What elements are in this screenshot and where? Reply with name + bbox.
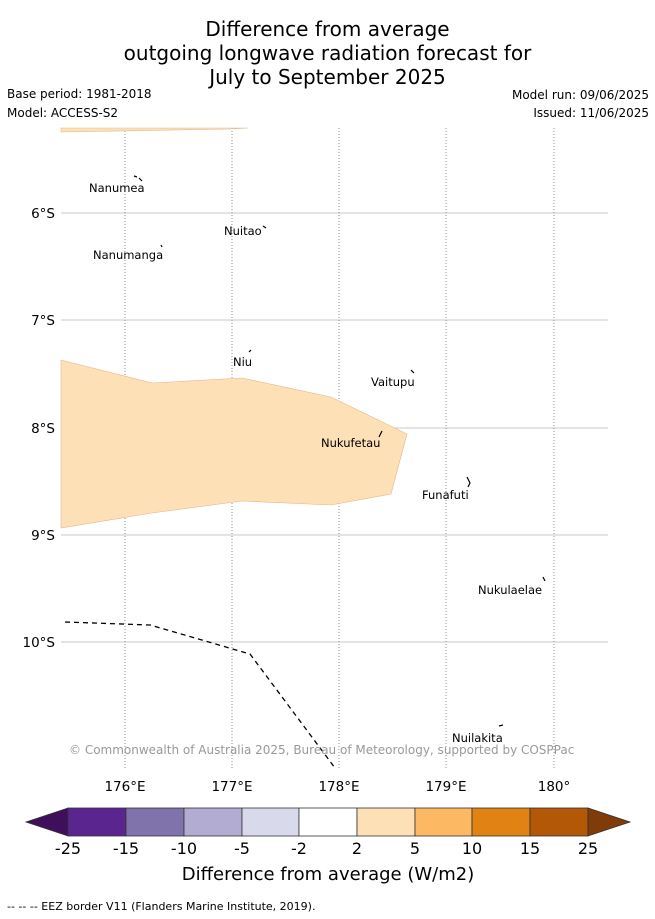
colorbar <box>24 807 632 837</box>
island-nukulaelae <box>542 576 546 582</box>
island-nukufetau <box>378 430 383 438</box>
model-name: Model: ACCESS-S2 <box>7 106 119 120</box>
place-label: Nukulaelae <box>478 583 542 597</box>
lat-tick-label: 7°S <box>31 313 55 329</box>
colorbar-swatch <box>471 807 531 837</box>
colorbar-ticks: -25 -15 -10 -5 -2 2 5 10 15 25 <box>55 839 598 858</box>
place-labels: Nanumea Nuitao Nanumanga Niu Vaitupu Nuk… <box>89 181 542 745</box>
island-nuilakita <box>498 724 504 727</box>
island-funafuti <box>466 476 471 488</box>
longitude-labels: 176°E 177°E 178°E 179°E 180° <box>104 779 570 795</box>
place-label: Nuitao <box>224 224 262 238</box>
place-label: Nanumanga <box>93 248 163 262</box>
lon-tick-label: 176°E <box>104 779 145 795</box>
lon-tick-label: 177°E <box>211 779 252 795</box>
issued-date: Issued: 11/06/2025 <box>533 106 649 120</box>
lon-tick-label: 179°E <box>425 779 466 795</box>
colorbar-tick-label: 2 <box>352 839 362 858</box>
colorbar-swatch <box>241 807 300 837</box>
place-label: Nuilakita <box>452 731 503 745</box>
lon-tick-label: 180° <box>538 779 571 795</box>
colorbar-tick-label: 15 <box>520 839 540 858</box>
base-period: Base period: 1981-2018 <box>7 87 152 101</box>
island-nanumanga <box>160 244 163 248</box>
colorbar-tick-label: -15 <box>113 839 139 858</box>
colorbar-swatch <box>529 807 589 837</box>
colorbar-extend-low <box>24 807 69 837</box>
eez-border <box>64 621 336 769</box>
place-label: Niu <box>233 355 252 369</box>
colorbar-label: Difference from average (W/m2) <box>182 864 474 885</box>
title-line-1: Difference from average <box>205 17 450 41</box>
title-line-3: July to September 2025 <box>209 65 446 89</box>
colorbar-tick-label: 5 <box>410 839 420 858</box>
colorbar-swatch <box>414 807 473 837</box>
island-vaitupu <box>410 369 415 374</box>
eez-legend: -- -- -- EEZ border V11 (Flanders Marine… <box>7 900 316 913</box>
colorbar-tick-label: -2 <box>291 839 307 858</box>
title-line-2: outgoing longwave radiation forecast for <box>123 41 532 65</box>
island-shapes <box>133 175 546 727</box>
colorbar-tick-label: -10 <box>171 839 197 858</box>
island-nuitao <box>262 225 267 229</box>
place-label: Funafuti <box>422 488 469 502</box>
lat-tick-label: 6°S <box>31 206 55 222</box>
colorbar-tick-label: 25 <box>578 839 598 858</box>
model-run-date: Model run: 09/06/2025 <box>511 88 649 102</box>
lon-tick-label: 178°E <box>318 779 359 795</box>
colorbar-swatch <box>67 807 127 837</box>
anomaly-region-main <box>60 359 408 529</box>
lat-tick-label: 10°S <box>23 635 56 651</box>
island-nanumea <box>133 175 143 182</box>
lat-tick-label: 8°S <box>31 421 55 437</box>
lat-tick-label: 9°S <box>31 528 55 544</box>
copyright-credit: © Commonwealth of Australia 2025, Bureau… <box>69 743 574 757</box>
place-label: Vaitupu <box>371 375 415 389</box>
colorbar-swatch <box>125 807 185 837</box>
island-niu <box>248 349 252 353</box>
colorbar-extend-high <box>587 807 632 837</box>
latitude-labels: 6°S 7°S 8°S 9°S 10°S <box>23 206 56 651</box>
colorbar-tick-label: 10 <box>462 839 482 858</box>
colorbar-tick-label: -25 <box>55 839 81 858</box>
colorbar-swatch <box>298 807 358 837</box>
colorbar-swatch <box>356 807 416 837</box>
colorbar-tick-label: -5 <box>234 839 250 858</box>
place-label: Nukufetau <box>321 436 380 450</box>
anomaly-region-top <box>60 127 249 133</box>
place-label: Nanumea <box>89 181 145 195</box>
colorbar-swatch <box>183 807 243 837</box>
